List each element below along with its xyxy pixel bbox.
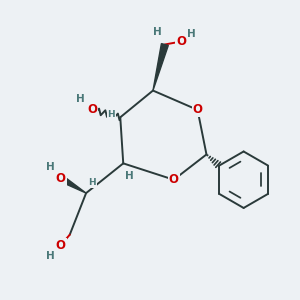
Text: O: O	[169, 173, 179, 186]
Text: O: O	[176, 35, 186, 48]
Text: H: H	[107, 110, 115, 119]
Text: O: O	[193, 103, 202, 116]
Text: O: O	[56, 238, 66, 252]
Text: H: H	[153, 27, 162, 37]
Text: H: H	[125, 171, 134, 181]
Text: O: O	[56, 172, 66, 185]
Text: O: O	[87, 103, 97, 116]
Text: H: H	[46, 162, 55, 172]
Text: H: H	[88, 178, 96, 187]
Text: H: H	[187, 29, 196, 39]
Polygon shape	[59, 176, 86, 193]
Polygon shape	[153, 44, 168, 91]
Text: H: H	[46, 250, 55, 260]
Text: H: H	[76, 94, 85, 103]
